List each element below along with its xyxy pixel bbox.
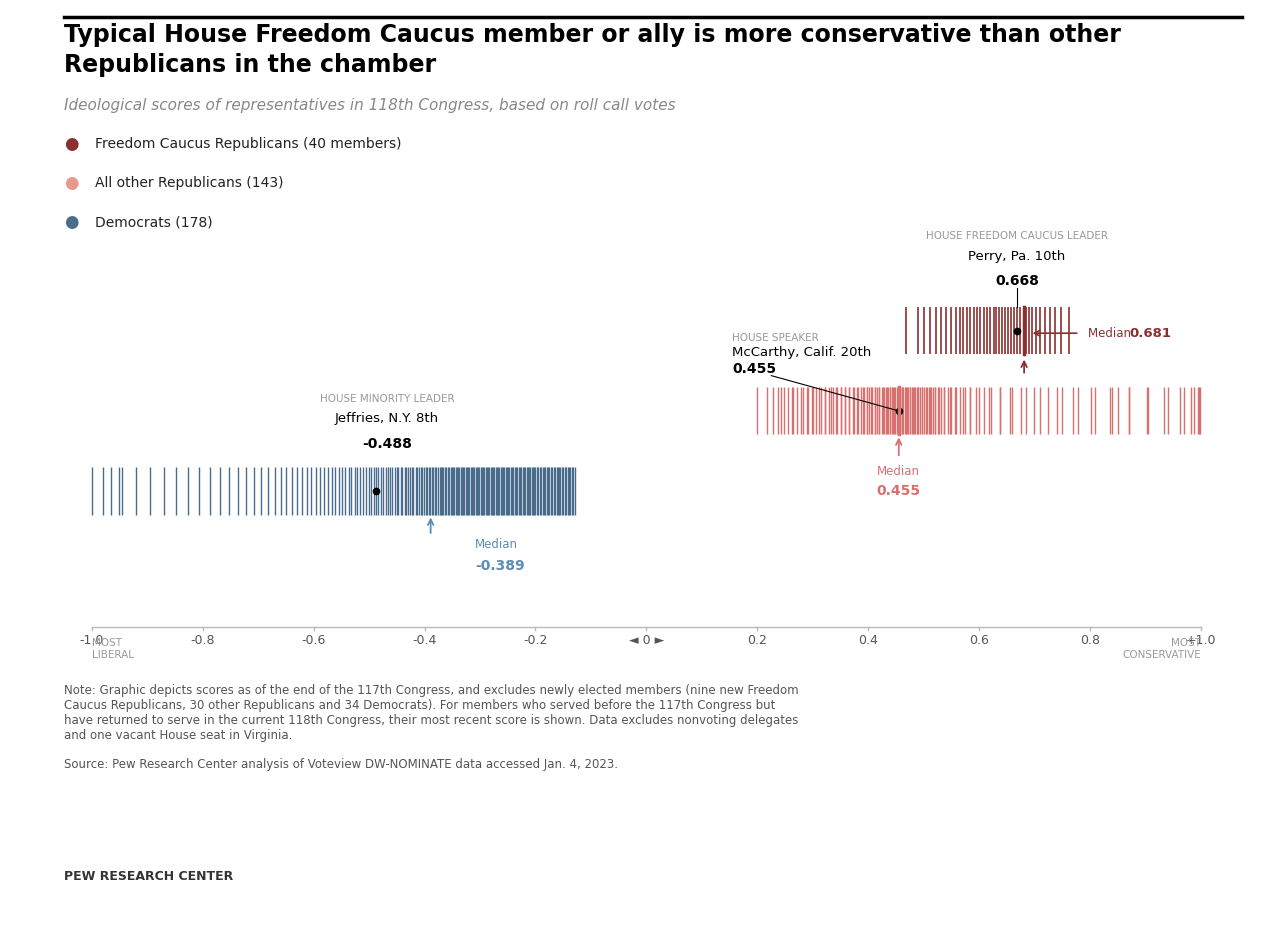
Text: McCarthy, Calif. 20th: McCarthy, Calif. 20th — [732, 346, 872, 359]
Text: Source: Pew Research Center analysis of Voteview DW-NOMINATE data accessed Jan. : Source: Pew Research Center analysis of … — [64, 758, 618, 771]
Text: 0.6: 0.6 — [969, 633, 989, 646]
Text: 0.681: 0.681 — [1129, 326, 1171, 339]
Text: 0.455: 0.455 — [877, 484, 920, 498]
Text: Note: Graphic depicts scores as of the end of the 117th Congress, and excludes n: Note: Graphic depicts scores as of the e… — [64, 684, 799, 741]
Text: Median: Median — [1088, 326, 1134, 339]
Text: All other Republicans (143): All other Republicans (143) — [95, 176, 283, 191]
Text: HOUSE MINORITY LEADER: HOUSE MINORITY LEADER — [320, 394, 454, 404]
Text: -1.0: -1.0 — [79, 633, 104, 646]
Text: ●: ● — [64, 213, 78, 232]
Text: Democrats (178): Democrats (178) — [95, 215, 212, 230]
Text: 0.668: 0.668 — [995, 274, 1039, 288]
Text: 0.455: 0.455 — [732, 362, 777, 376]
Text: Median: Median — [877, 465, 920, 478]
Text: Jeffries, N.Y. 8th: Jeffries, N.Y. 8th — [335, 412, 439, 425]
Text: Perry, Pa. 10th: Perry, Pa. 10th — [968, 249, 1065, 262]
Text: 0.2: 0.2 — [748, 633, 767, 646]
Text: -0.6: -0.6 — [301, 633, 326, 646]
Text: 0.4: 0.4 — [859, 633, 878, 646]
Text: MOST
LIBERAL: MOST LIBERAL — [92, 638, 133, 659]
Text: HOUSE SPEAKER: HOUSE SPEAKER — [732, 333, 819, 342]
Text: Typical House Freedom Caucus member or ally is more conservative than other
Repu: Typical House Freedom Caucus member or a… — [64, 23, 1121, 77]
Text: -0.8: -0.8 — [191, 633, 215, 646]
Text: ●: ● — [64, 174, 78, 193]
Text: ●: ● — [64, 135, 78, 153]
Text: ◄ 0 ►: ◄ 0 ► — [628, 633, 664, 646]
Text: +1.0: +1.0 — [1185, 633, 1216, 646]
Text: -0.4: -0.4 — [412, 633, 436, 646]
Text: -0.2: -0.2 — [524, 633, 548, 646]
Text: Freedom Caucus Republicans (40 members): Freedom Caucus Republicans (40 members) — [95, 137, 401, 152]
Text: PEW RESEARCH CENTER: PEW RESEARCH CENTER — [64, 870, 233, 883]
Text: MOST
CONSERVATIVE: MOST CONSERVATIVE — [1123, 638, 1201, 659]
Text: Median: Median — [475, 538, 518, 551]
Text: HOUSE FREEDOM CAUCUS LEADER: HOUSE FREEDOM CAUCUS LEADER — [925, 232, 1108, 241]
Text: Ideological scores of representatives in 118th Congress, based on roll call vote: Ideological scores of representatives in… — [64, 98, 676, 113]
Text: -0.389: -0.389 — [475, 559, 525, 574]
Text: 0.8: 0.8 — [1080, 633, 1100, 646]
Text: -0.488: -0.488 — [362, 437, 412, 451]
